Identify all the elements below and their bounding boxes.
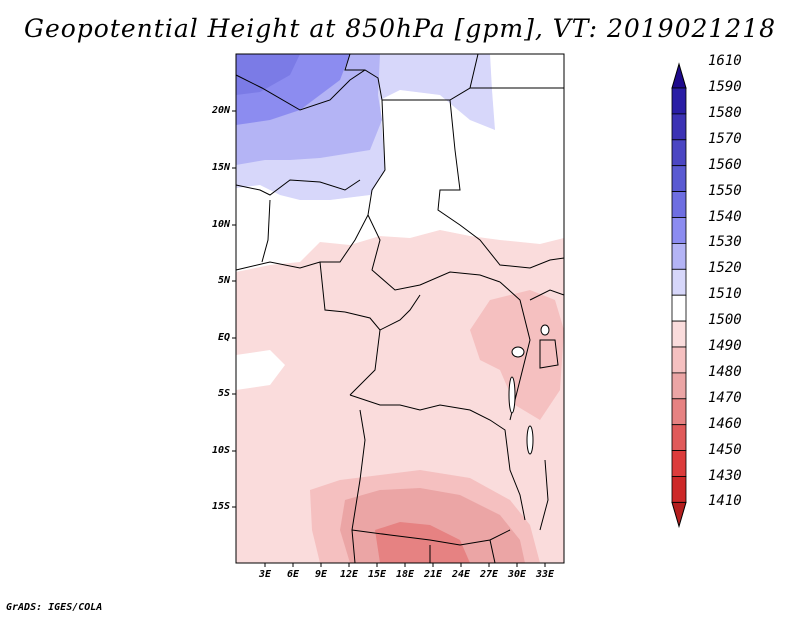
lat-label-5n: 5N — [217, 275, 230, 286]
lat-label-10s: 10S — [211, 445, 230, 456]
lat-label-5s: 5S — [217, 388, 230, 399]
colorbar-label-1490: 1490 — [708, 338, 742, 354]
field-patch-1510-ocean — [236, 350, 285, 390]
colorbar-swatch-1520 — [671, 268, 687, 296]
colorbar-swatch-1480 — [671, 372, 687, 400]
colorbar-swatch-1500 — [671, 320, 687, 348]
colorbar-label-1560: 1560 — [708, 156, 742, 173]
lon-label-27e: 27E — [479, 569, 499, 580]
chart-title: Geopotential Height at 850hPa [gpm], VT:… — [23, 14, 777, 43]
colorbar-label-1570: 1570 — [708, 130, 742, 147]
colorbar-swatch-1510 — [671, 294, 687, 322]
lon-label-3e: 3E — [258, 569, 272, 580]
colorbar — [671, 62, 687, 529]
colorbar-label-1480: 1480 — [708, 363, 742, 380]
colorbar-label-1470: 1470 — [708, 389, 742, 406]
colorbar-label-1610: 1610 — [708, 53, 742, 70]
lat-label-eq: EQ — [217, 332, 230, 343]
lon-label-6e: 6E — [286, 569, 300, 580]
colorbar-label-1530: 1530 — [708, 234, 742, 251]
colorbar-label-1410: 1410 — [708, 493, 742, 510]
colorbar-label-1550: 1550 — [708, 182, 742, 199]
colorbar-label-1500: 1500 — [708, 312, 742, 329]
colorbar-label-1590: 1590 — [708, 79, 742, 95]
field-band-1550 — [236, 54, 300, 95]
colorbar-label-1460: 1460 — [708, 415, 742, 432]
colorbar-swatch-1530 — [671, 242, 687, 270]
colorbar-swatch-1490 — [671, 346, 687, 374]
map-field — [236, 54, 564, 563]
lat-label-15n: 15N — [211, 162, 230, 173]
colorbar-swatch-1570 — [671, 139, 687, 167]
lon-label-21e: 21E — [423, 569, 443, 580]
colorbar-swatch-1560 — [671, 165, 687, 192]
lat-label-15s: 15S — [211, 501, 230, 512]
lon-label-24e: 24E — [451, 569, 471, 580]
lat-label-20n: 20N — [211, 105, 230, 116]
map-borders — [235, 53, 565, 564]
colorbar-label-1450: 1450 — [708, 441, 742, 458]
colorbar-swatch-1580 — [671, 113, 687, 141]
colorbar-swatch-1540 — [671, 217, 687, 244]
colorbar-top-arrow — [671, 62, 687, 89]
map-frame — [235, 53, 565, 564]
grads-credit: GrADS: IGES/COLA — [6, 602, 103, 613]
map-lakes — [508, 324, 550, 455]
colorbar-label-1430: 1430 — [708, 467, 742, 484]
colorbar-label-1520: 1520 — [708, 260, 742, 277]
lon-label-9e: 9E — [314, 569, 328, 580]
lon-label-15e: 15E — [367, 569, 387, 580]
map-ticks — [232, 110, 546, 567]
colorbar-label-1510: 1510 — [708, 286, 742, 303]
lon-label-33e: 33E — [535, 569, 555, 580]
colorbar-bottom-arrow — [671, 501, 687, 529]
lon-label-18e: 18E — [395, 569, 415, 580]
lon-label-12e: 12E — [339, 569, 359, 580]
colorbar-label-1580: 1580 — [708, 104, 742, 121]
colorbar-swatch-1550 — [671, 191, 687, 218]
colorbar-swatch-1450 — [671, 450, 687, 477]
colorbar-swatch-1470 — [671, 398, 687, 426]
colorbar-swatch-1430 — [671, 476, 687, 503]
colorbar-swatch-1590 — [671, 87, 687, 115]
lat-label-10n: 10N — [211, 219, 230, 230]
field-band-1470 — [375, 522, 470, 563]
colorbar-swatch-1460 — [671, 424, 687, 452]
lon-label-30e: 30E — [507, 569, 527, 580]
colorbar-label-1540: 1540 — [708, 208, 742, 225]
